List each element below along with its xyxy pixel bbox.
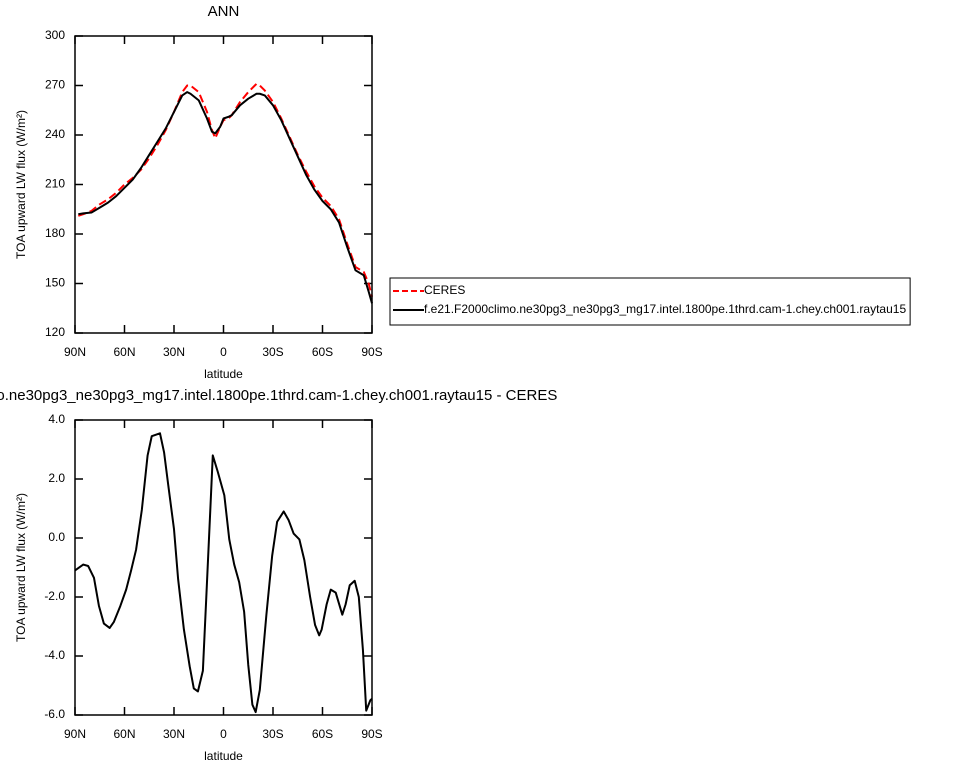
chart-title: f.e21.F2000climo.ne30pg3_ne30pg3_mg17.in… [0, 387, 557, 404]
legend-label: f.e21.F2000climo.ne30pg3_ne30pg3_mg17.in… [424, 302, 906, 316]
plot-frame [74, 35, 373, 334]
y-tick-label: -6.0 [44, 707, 65, 721]
y-tick-label: 120 [45, 325, 65, 339]
x-axis-label: latitude [204, 749, 243, 763]
x-tick-label: 30S [262, 727, 283, 741]
x-tick-label: 60S [312, 727, 333, 741]
x-tick-label: 60N [113, 345, 135, 359]
x-tick-label: 90N [64, 727, 86, 741]
x-tick-label: 30N [163, 345, 185, 359]
data-line [74, 432, 373, 714]
y-axis-label: TOA upward LW flux (W/m²) [14, 493, 28, 642]
y-tick-label: 300 [45, 28, 65, 42]
x-tick-label: 30S [262, 345, 283, 359]
y-tick-label: 240 [45, 127, 65, 141]
x-tick-label: 90S [361, 727, 382, 741]
y-tick-label: 0.0 [48, 530, 65, 544]
x-tick-label: 60S [312, 345, 333, 359]
plot-frame [74, 419, 373, 716]
y-axis-label: TOA upward LW flux (W/m²) [14, 110, 28, 259]
x-axis-label: latitude [204, 367, 243, 381]
legend-label: CERES [424, 283, 465, 297]
y-tick-label: 2.0 [48, 471, 65, 485]
y-tick-label: -2.0 [44, 589, 65, 603]
y-tick-label: 210 [45, 177, 65, 191]
chart-title: ANN [208, 3, 240, 20]
y-tick-label: 4.0 [48, 412, 65, 426]
x-tick-label: 30N [163, 727, 185, 741]
x-tick-label: 60N [113, 727, 135, 741]
y-tick-label: 180 [45, 226, 65, 240]
y-tick-label: 270 [45, 78, 65, 92]
y-tick-label: 150 [45, 276, 65, 290]
x-tick-label: 0 [220, 727, 227, 741]
data-line [78, 91, 373, 304]
x-tick-label: 0 [220, 345, 227, 359]
x-tick-label: 90S [361, 345, 382, 359]
y-tick-label: -4.0 [44, 648, 65, 662]
legend-box [389, 277, 911, 326]
x-tick-label: 90N [64, 345, 86, 359]
